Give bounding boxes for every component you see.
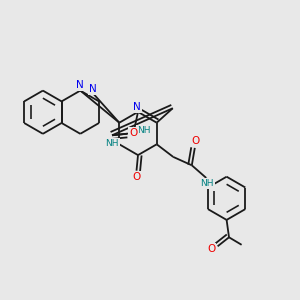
Text: N: N: [133, 101, 140, 112]
Text: O: O: [130, 128, 138, 139]
Text: N: N: [89, 84, 97, 94]
Text: O: O: [207, 244, 215, 254]
Text: O: O: [132, 172, 141, 182]
Text: NH: NH: [137, 126, 151, 135]
Text: O: O: [192, 136, 200, 146]
Text: N: N: [76, 80, 84, 90]
Text: NH: NH: [200, 179, 214, 188]
Text: NH: NH: [105, 139, 119, 148]
